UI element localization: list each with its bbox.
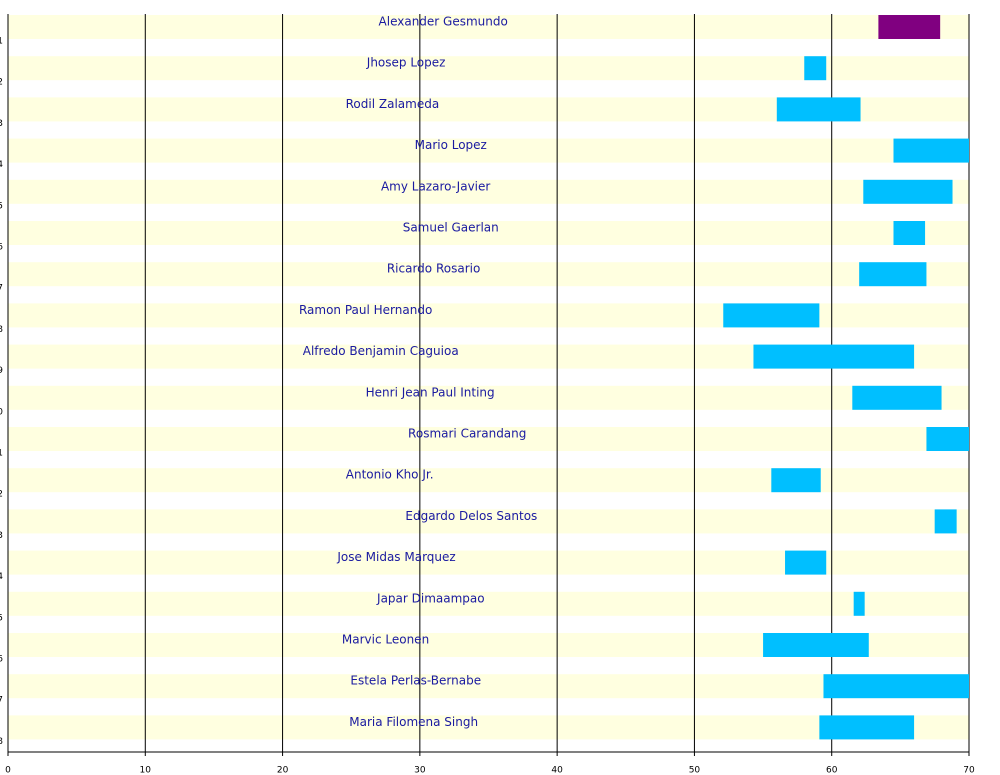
row-label: 2 (0, 78, 3, 88)
row-label: 6 (0, 243, 3, 253)
bar (926, 427, 969, 451)
bar-name: Edgardo Delos Santos (405, 509, 537, 523)
row-label: 3 (0, 119, 3, 129)
bar-name: Ramon Paul Hernando (299, 303, 432, 317)
x-tick-label: 70 (963, 766, 975, 775)
bar-name: Marvic Leonen (342, 633, 429, 647)
bar (893, 138, 969, 163)
row-band (8, 674, 969, 699)
row-label: 15 (0, 613, 3, 623)
bar-name: Alfredo Benjamin Caguioa (303, 344, 459, 358)
bar (753, 344, 915, 369)
row-band (8, 15, 969, 39)
x-tick-label: 50 (689, 766, 701, 775)
bar-name: Amy Lazaro-Javier (381, 179, 490, 193)
row-label: 10 (0, 407, 3, 417)
bar (819, 715, 915, 740)
bar (859, 262, 927, 287)
x-tick-label: 0 (5, 766, 11, 775)
bar-name: Henri Jean Paul Inting (366, 385, 495, 399)
bar (823, 674, 969, 699)
row-band (8, 468, 969, 493)
bar (723, 303, 820, 328)
bar (878, 15, 941, 39)
row-label: 13 (0, 531, 3, 541)
row-label: 14 (0, 572, 3, 582)
bar-name: Rodil Zalameda (346, 97, 440, 111)
bar (853, 591, 865, 616)
row-label: 8 (0, 325, 3, 335)
row-band (8, 427, 969, 451)
row-band (8, 262, 969, 287)
row-band (8, 591, 969, 616)
bar-name: Antonio Kho Jr. (346, 468, 434, 482)
row-label: 17 (0, 696, 3, 706)
bar-name: Mario Lopez (415, 138, 487, 152)
x-tick-label: 60 (826, 766, 838, 775)
row-label: 1 (0, 37, 3, 47)
row-band (8, 138, 969, 163)
bar (776, 97, 861, 122)
bar-name: Estela Perlas-Bernabe (350, 674, 481, 688)
row-label: 9 (0, 366, 3, 376)
x-tick-label: 10 (140, 766, 152, 775)
row-band (8, 715, 969, 740)
x-tick-label: 20 (277, 766, 289, 775)
bar-name: Ricardo Rosario (387, 262, 480, 276)
row-band (8, 303, 969, 328)
bar-name: Alexander Gesmundo (379, 15, 508, 29)
bar-name: Japar Dimaampao (376, 591, 485, 605)
row-band (8, 385, 969, 410)
row-label: 18 (0, 737, 3, 747)
bar (804, 56, 827, 81)
bar (863, 179, 953, 204)
bar-name: Jhosep Lopez (366, 56, 446, 70)
bar (785, 550, 827, 575)
row-label: 16 (0, 655, 3, 665)
bar-name: Rosmari Carandang (408, 427, 526, 441)
x-tick-label: 30 (414, 766, 426, 775)
bar (771, 468, 821, 493)
bar-name: Jose Midas Marquez (336, 550, 455, 564)
bar (763, 633, 869, 657)
bar (934, 509, 957, 534)
row-band (8, 509, 969, 534)
row-label: 5 (0, 201, 3, 211)
bar (893, 221, 926, 245)
row-label: 12 (0, 490, 3, 500)
row-band (8, 221, 969, 245)
x-tick-label: 40 (551, 766, 563, 775)
bar-name: Maria Filomena Singh (349, 715, 478, 729)
row-label: 7 (0, 284, 3, 294)
bar (852, 385, 942, 410)
row-band (8, 179, 969, 204)
row-band (8, 56, 969, 81)
row-label: 11 (0, 449, 3, 459)
row-label: 4 (0, 160, 3, 170)
bar-name: Samuel Gaerlan (403, 221, 499, 235)
